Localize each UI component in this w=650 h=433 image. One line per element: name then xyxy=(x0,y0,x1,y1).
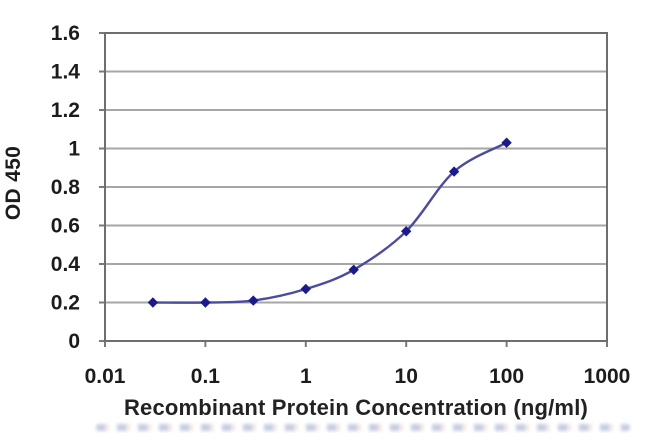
data-point-marker xyxy=(401,226,412,237)
data-point-marker xyxy=(300,283,311,295)
data-point-marker xyxy=(200,297,211,308)
data-point-marker xyxy=(501,137,512,148)
data-point-marker xyxy=(248,295,259,306)
x-tick-label: 10 xyxy=(395,365,418,388)
y-axis-title: OD 450 xyxy=(2,145,25,221)
x-tick-label: 1000 xyxy=(584,365,631,388)
y-tick-label: 1.6 xyxy=(51,22,80,45)
plot-frame xyxy=(104,32,608,342)
y-tick-label: 0.8 xyxy=(51,176,81,199)
x-tick-label: 0.01 xyxy=(85,365,126,388)
y-tick-label: 1.2 xyxy=(51,99,80,122)
series-line xyxy=(151,141,508,304)
x-tick-label: 100 xyxy=(489,365,524,388)
y-tick-label: 0.4 xyxy=(51,253,81,276)
data-point-marker xyxy=(147,297,159,308)
y-tick-label: 0.6 xyxy=(51,215,80,238)
y-tick-label: 1 xyxy=(68,138,80,161)
x-tick-label: 0.1 xyxy=(191,365,221,388)
y-tick-label: 1.4 xyxy=(51,61,81,84)
x-tick-label: 1 xyxy=(300,365,312,388)
data-point-marker xyxy=(348,264,359,275)
cropped-text-artifact xyxy=(96,424,630,431)
y-tick-label: 0.2 xyxy=(51,292,80,315)
data-point-marker xyxy=(448,166,460,177)
x-axis-title: Recombinant Protein Concentration (ng/ml… xyxy=(123,395,589,420)
y-tick-label: 0 xyxy=(68,330,80,353)
